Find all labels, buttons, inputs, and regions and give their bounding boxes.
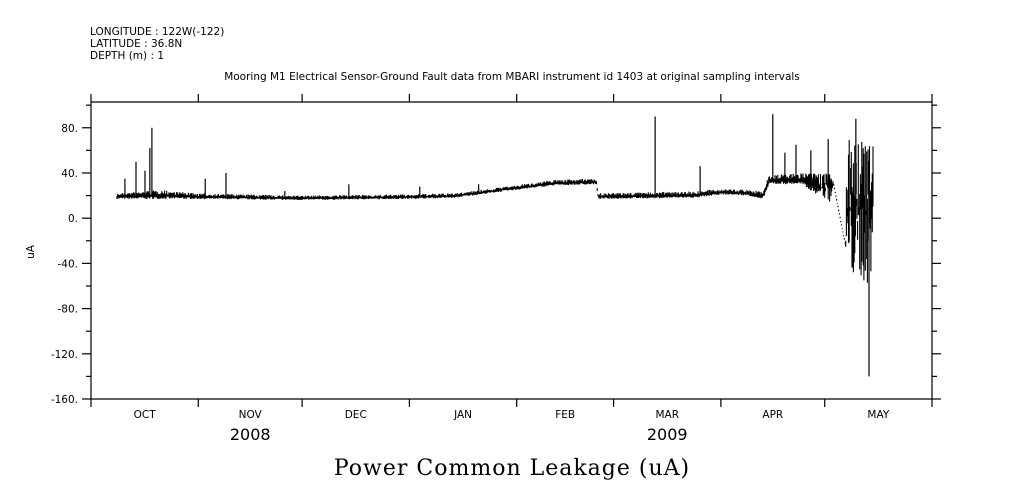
x-tick-label: JAN (453, 409, 472, 421)
data-series (116, 114, 874, 377)
x-tick-label: OCT (134, 409, 157, 421)
x-tick-label: MAY (867, 409, 889, 421)
y-tick-label: 40. (61, 168, 78, 180)
y-tick-label: 80. (61, 123, 78, 135)
x-tick-label: NOV (239, 409, 263, 421)
year-label: 2009 (647, 425, 688, 444)
y-tick-label: -40. (58, 258, 79, 270)
chart-title: Mooring M1 Electrical Sensor-Ground Faul… (224, 71, 800, 83)
axes: 80. 40. 0. -40. -80. -120. -160. OCT NOV DEC JAN FE… (51, 94, 941, 444)
latitude-label: LATITUDE : 36.8N (90, 38, 182, 50)
longitude-label: LONGITUDE : 122W(-122) (90, 26, 224, 38)
y-tick-label: 0. (68, 213, 78, 225)
x-tick-label: APR (762, 409, 783, 421)
y-tick-label: -80. (58, 304, 79, 316)
depth-label: DEPTH (m) : 1 (90, 50, 164, 62)
x-tick-label: MAR (655, 409, 679, 421)
series-line (116, 140, 874, 283)
x-axis-title: Power Common Leakage (uA) (334, 456, 690, 481)
x-tick-label: FEB (555, 409, 575, 421)
year-label: 2008 (230, 425, 271, 444)
y-tick-label: -120. (51, 349, 78, 361)
y-axis-label: uA (25, 244, 37, 259)
x-tick-label: DEC (345, 409, 367, 421)
y-tick-label: -160. (51, 394, 78, 406)
